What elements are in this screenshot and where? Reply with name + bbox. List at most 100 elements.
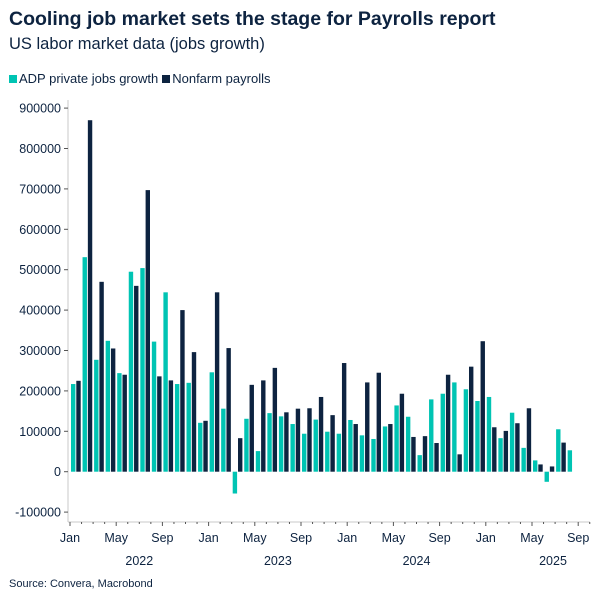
- year-label: 2023: [264, 554, 292, 568]
- year-label: 2025: [539, 554, 567, 568]
- bar-nfp-2022-03: [99, 281, 104, 472]
- year-label: 2022: [125, 554, 153, 568]
- bar-adp-2024-04: [382, 426, 388, 472]
- bar-nfp-2023-11: [330, 415, 335, 472]
- bar-adp-2023-10: [313, 419, 318, 472]
- bar-nfp-2025-07: [561, 442, 566, 472]
- bar-adp-2023-02: [221, 408, 226, 472]
- bar-nfp-2023-09: [307, 408, 312, 472]
- bar-adp-2022-12: [198, 422, 203, 472]
- bar-nfp-2024-09: [445, 374, 451, 472]
- y-tick-label: 900000: [19, 102, 61, 116]
- bar-nfp-2023-03: [238, 438, 243, 472]
- bar-adp-2023-05: [255, 451, 261, 472]
- source-note: Source: Convera, Macrobond: [9, 578, 153, 590]
- bar-adp-2023-06: [267, 413, 272, 472]
- bar-nfp-2024-04: [388, 424, 393, 472]
- bar-adp-2023-01: [209, 372, 214, 472]
- y-tick-label: 500000: [19, 263, 61, 277]
- bar-nfp-2024-11: [469, 366, 474, 472]
- bar-nfp-2023-04: [249, 384, 254, 472]
- bar-adp-2022-05: [117, 373, 122, 472]
- bar-adp-2022-09: [163, 292, 168, 472]
- bar-nfp-2025-01: [492, 427, 497, 472]
- bar-nfp-2023-05: [261, 380, 266, 472]
- y-tick-label: 0: [54, 465, 61, 479]
- bar-nfp-2022-11: [191, 352, 197, 472]
- bar-adp-2024-06: [405, 416, 411, 472]
- bar-adp-2022-03: [94, 359, 99, 472]
- bar-nfp-2022-07: [145, 190, 150, 472]
- bar-adp-2025-04: [521, 447, 526, 472]
- bar-nfp-2024-10: [457, 454, 462, 472]
- bar-adp-2023-12: [336, 433, 342, 472]
- bar-nfp-2022-01: [76, 380, 81, 472]
- bar-adp-2023-07: [278, 416, 284, 472]
- x-tick-label: May: [520, 531, 544, 545]
- bar-adp-2023-03: [232, 471, 238, 494]
- chart-subtitle: US labor market data (jobs growth): [9, 35, 265, 53]
- x-tick-label: Jan: [199, 531, 219, 545]
- bar-adp-2024-01: [348, 419, 353, 472]
- bar-nfp-2024-06: [411, 436, 416, 472]
- y-tick-label: -100000: [15, 506, 61, 520]
- bar-nfp-2025-04: [526, 408, 532, 472]
- bar-nfp-2025-06: [549, 466, 555, 472]
- bar-adp-2025-05: [533, 460, 538, 472]
- x-tick-label: Jan: [337, 531, 357, 545]
- x-tick-label: Jan: [60, 531, 80, 545]
- bar-adp-2022-08: [151, 341, 157, 472]
- bar-adp-2024-09: [440, 393, 445, 472]
- bar-nfp-2023-08: [295, 408, 301, 472]
- bar-nfp-2022-05: [122, 374, 127, 472]
- bar-adp-2025-07: [556, 429, 561, 472]
- bar-adp-2022-11: [186, 382, 191, 472]
- bar-adp-2024-12: [475, 401, 480, 472]
- bar-nfp-2022-02: [87, 120, 93, 472]
- bar-adp-2024-02: [359, 435, 365, 472]
- bar-nfp-2024-08: [434, 443, 439, 472]
- bar-adp-2022-07: [140, 268, 145, 472]
- bar-nfp-2025-03: [515, 423, 520, 472]
- x-tick-label: Sep: [151, 531, 173, 545]
- bar-nfp-2023-06: [272, 367, 278, 472]
- y-tick-label: 300000: [19, 344, 61, 358]
- bar-nfp-2025-02: [503, 430, 509, 472]
- bar-nfp-2023-12: [341, 363, 347, 472]
- bar-adp-2025-08: [567, 450, 573, 472]
- year-label: 2024: [403, 554, 431, 568]
- x-tick-label: May: [382, 531, 406, 545]
- bar-adp-2022-01: [71, 384, 76, 472]
- bar-adp-2025-03: [509, 412, 515, 472]
- x-tick-label: Sep: [290, 531, 312, 545]
- bar-nfp-2023-01: [214, 292, 220, 472]
- bar-adp-2025-02: [498, 438, 503, 472]
- legend-swatch-adp: [9, 74, 17, 83]
- bar-nfp-2023-07: [284, 412, 289, 472]
- bar-nfp-2024-02: [365, 382, 370, 472]
- y-tick-label: 700000: [19, 182, 61, 196]
- bar-adp-2024-10: [452, 382, 457, 472]
- bar-adp-2024-08: [429, 399, 434, 472]
- bar-adp-2024-05: [394, 405, 399, 472]
- y-tick-label: 100000: [19, 425, 61, 439]
- bar-adp-2024-07: [417, 455, 422, 472]
- legend-label-adp: ADP private jobs growth: [19, 71, 159, 86]
- bar-nfp-2023-02: [226, 348, 231, 472]
- chart-title: Cooling job market sets the stage for Pa…: [9, 8, 496, 30]
- bar-adp-2023-08: [290, 424, 295, 472]
- bar-adp-2023-04: [244, 418, 249, 472]
- bar-nfp-2022-08: [157, 376, 162, 472]
- bar-nfp-2025-05: [538, 464, 543, 472]
- bar-nfp-2022-04: [110, 348, 116, 472]
- bar-nfp-2023-10: [318, 396, 324, 472]
- y-tick-label: 200000: [19, 384, 61, 398]
- x-tick-label: May: [243, 531, 267, 545]
- bar-nfp-2024-01: [353, 424, 358, 472]
- bar-adp-2022-02: [82, 257, 87, 472]
- bar-nfp-2022-12: [203, 420, 208, 472]
- bar-adp-2022-06: [128, 271, 134, 472]
- y-tick-label: 600000: [19, 223, 61, 237]
